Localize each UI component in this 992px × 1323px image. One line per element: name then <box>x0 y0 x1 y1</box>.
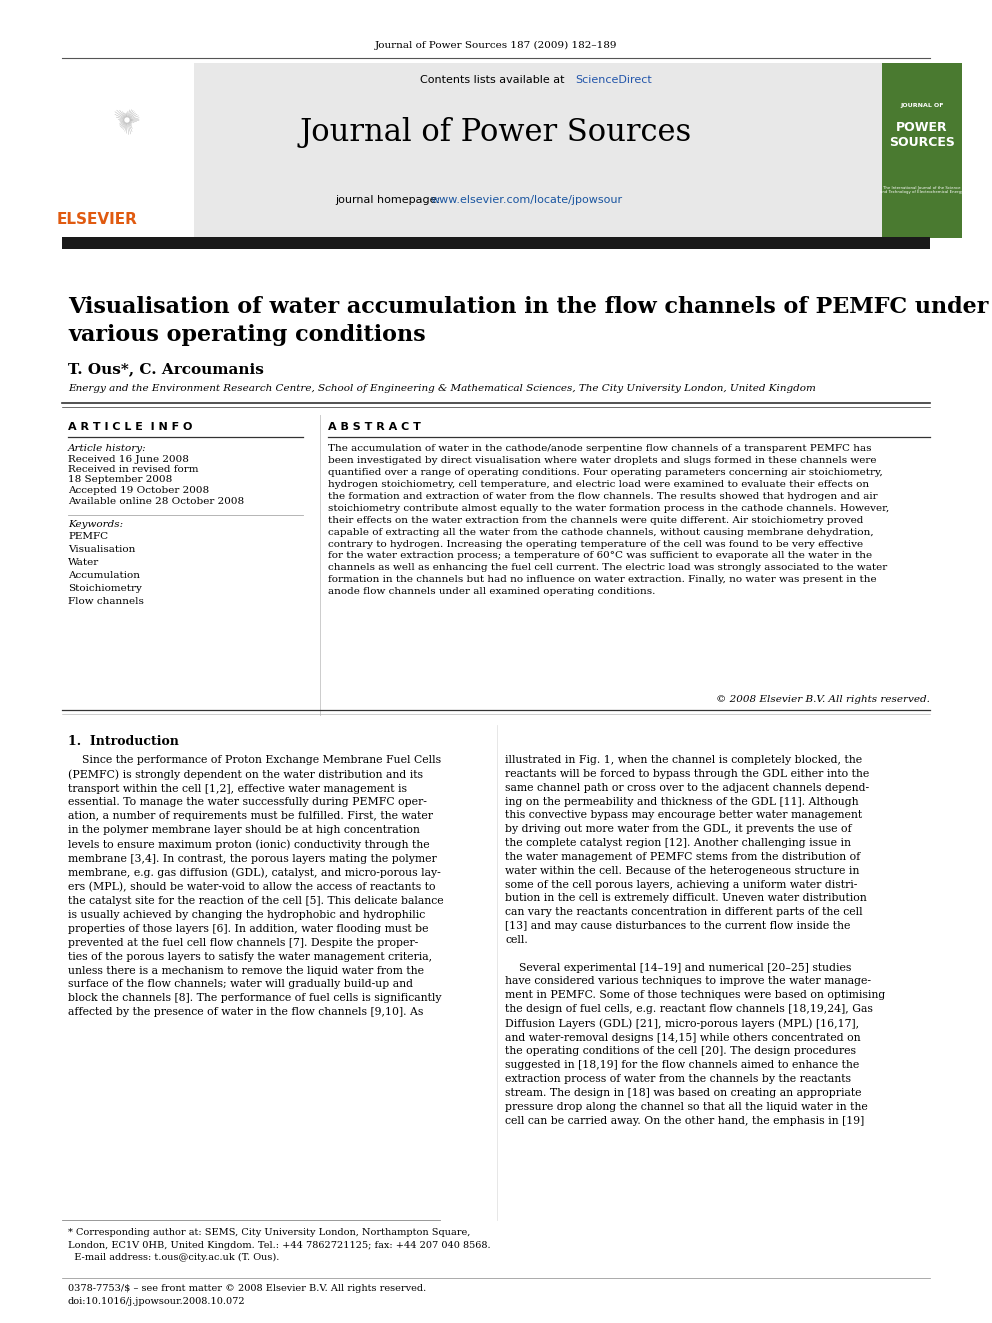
Text: Journal of Power Sources 187 (2009) 182–189: Journal of Power Sources 187 (2009) 182–… <box>375 41 617 49</box>
Text: Accepted 19 October 2008: Accepted 19 October 2008 <box>68 486 209 495</box>
Text: Since the performance of Proton Exchange Membrane Fuel Cells
(PEMFC) is strongly: Since the performance of Proton Exchange… <box>68 755 443 1017</box>
Bar <box>62 237 930 249</box>
Text: Received in revised form: Received in revised form <box>68 464 198 474</box>
Text: Contents lists available at: Contents lists available at <box>420 75 568 85</box>
Text: The accumulation of water in the cathode/anode serpentine flow channels of a tra: The accumulation of water in the cathode… <box>328 445 889 597</box>
Text: Accumulation: Accumulation <box>68 572 140 579</box>
Bar <box>62 64 194 238</box>
Text: * Corresponding author at: SEMS, City University London, Northampton Square,
Lon: * Corresponding author at: SEMS, City Un… <box>68 1228 491 1262</box>
Text: 0378-7753/$ – see front matter © 2008 Elsevier B.V. All rights reserved.
doi:10.: 0378-7753/$ – see front matter © 2008 El… <box>68 1285 427 1306</box>
Text: Journal of Power Sources: Journal of Power Sources <box>300 118 692 148</box>
Text: ScienceDirect: ScienceDirect <box>575 75 652 85</box>
Text: Received 16 June 2008: Received 16 June 2008 <box>68 455 188 464</box>
Text: JOURNAL OF: JOURNAL OF <box>901 102 943 107</box>
Text: www.elsevier.com/locate/jpowsour: www.elsevier.com/locate/jpowsour <box>431 194 623 205</box>
Text: Energy and the Environment Research Centre, School of Engineering & Mathematical: Energy and the Environment Research Cent… <box>68 384 815 393</box>
Text: Flow channels: Flow channels <box>68 597 144 606</box>
Text: 18 September 2008: 18 September 2008 <box>68 475 173 484</box>
Text: © 2008 Elsevier B.V. All rights reserved.: © 2008 Elsevier B.V. All rights reserved… <box>716 695 930 704</box>
Text: Visualisation of water accumulation in the flow channels of PEMFC under
various : Visualisation of water accumulation in t… <box>68 296 988 345</box>
Text: Visualisation: Visualisation <box>68 545 135 554</box>
Text: journal homepage:: journal homepage: <box>335 194 443 205</box>
Text: T. Ous*, C. Arcoumanis: T. Ous*, C. Arcoumanis <box>68 363 264 376</box>
Text: illustrated in Fig. 1, when the channel is completely blocked, the
reactants wil: illustrated in Fig. 1, when the channel … <box>505 755 885 1126</box>
Bar <box>882 64 962 238</box>
Text: 1.  Introduction: 1. Introduction <box>68 736 179 747</box>
Text: A B S T R A C T: A B S T R A C T <box>328 422 421 433</box>
Text: The International Journal of the Science
and Technology of Electrochemical Energ: The International Journal of the Science… <box>880 185 963 194</box>
Text: Water: Water <box>68 558 99 568</box>
Text: Stoichiometry: Stoichiometry <box>68 583 142 593</box>
Text: Available online 28 October 2008: Available online 28 October 2008 <box>68 497 244 505</box>
Text: A R T I C L E  I N F O: A R T I C L E I N F O <box>68 422 192 433</box>
Text: ELSEVIER: ELSEVIER <box>57 213 138 228</box>
Text: Article history:: Article history: <box>68 445 147 452</box>
Text: PEMFC: PEMFC <box>68 532 108 541</box>
Text: POWER
SOURCES: POWER SOURCES <box>889 120 955 149</box>
Text: Keywords:: Keywords: <box>68 520 123 529</box>
Bar <box>62 64 930 238</box>
